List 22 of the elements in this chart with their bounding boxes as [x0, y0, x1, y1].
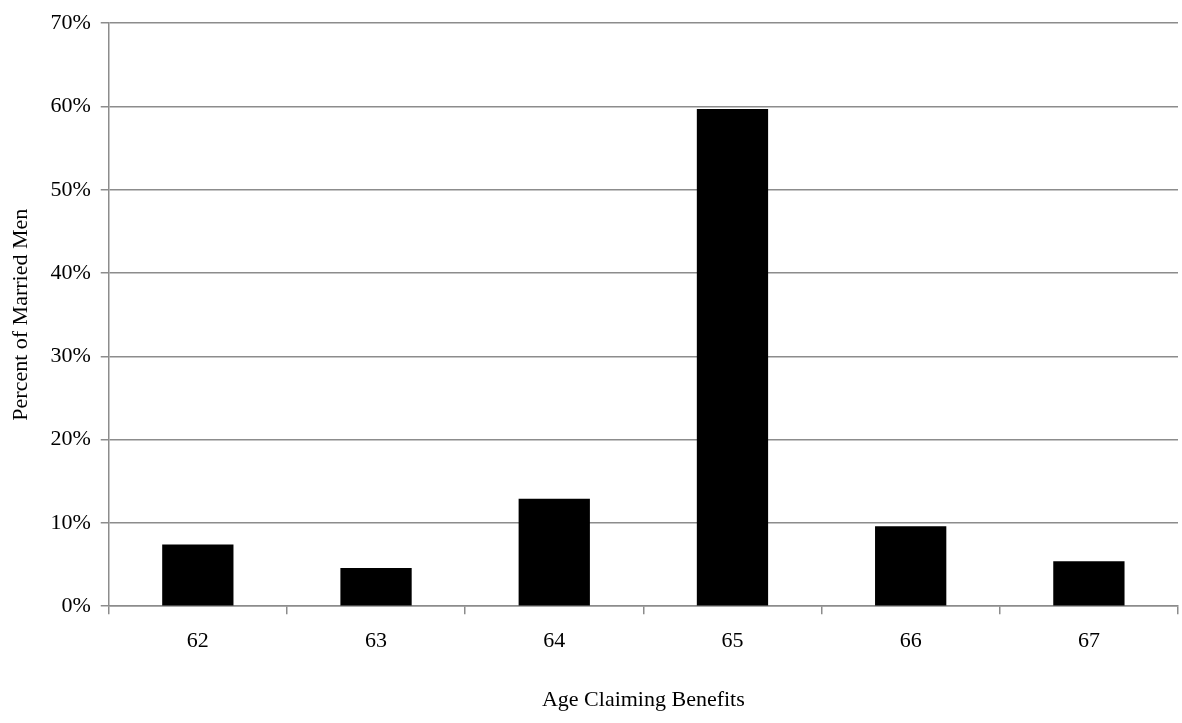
y-axis-title: Percent of Married Men	[6, 208, 32, 421]
bar	[518, 498, 590, 606]
y-tick-label: 50%	[50, 175, 91, 201]
x-tick-label: 64	[543, 627, 566, 653]
bar	[1053, 561, 1125, 606]
x-tick-label: 67	[1077, 627, 1100, 653]
x-axis-title: Age Claiming Benefits	[541, 685, 745, 711]
y-tick-label: 10%	[50, 508, 91, 534]
bar	[162, 544, 234, 606]
y-tick-label: 0%	[61, 591, 91, 617]
y-tick-label: 40%	[50, 258, 91, 284]
y-tick-label: 30%	[50, 342, 91, 368]
x-tick-label: 62	[186, 627, 209, 653]
y-tick-label: 60%	[50, 92, 91, 118]
y-tick-label: 20%	[50, 425, 91, 451]
bar	[340, 567, 412, 606]
bar	[875, 526, 947, 606]
x-tick-label: 66	[899, 627, 922, 653]
y-tick-label: 70%	[50, 8, 91, 34]
bar	[696, 108, 769, 606]
x-tick-label: 63	[365, 627, 388, 653]
x-tick-label: 65	[721, 627, 744, 653]
